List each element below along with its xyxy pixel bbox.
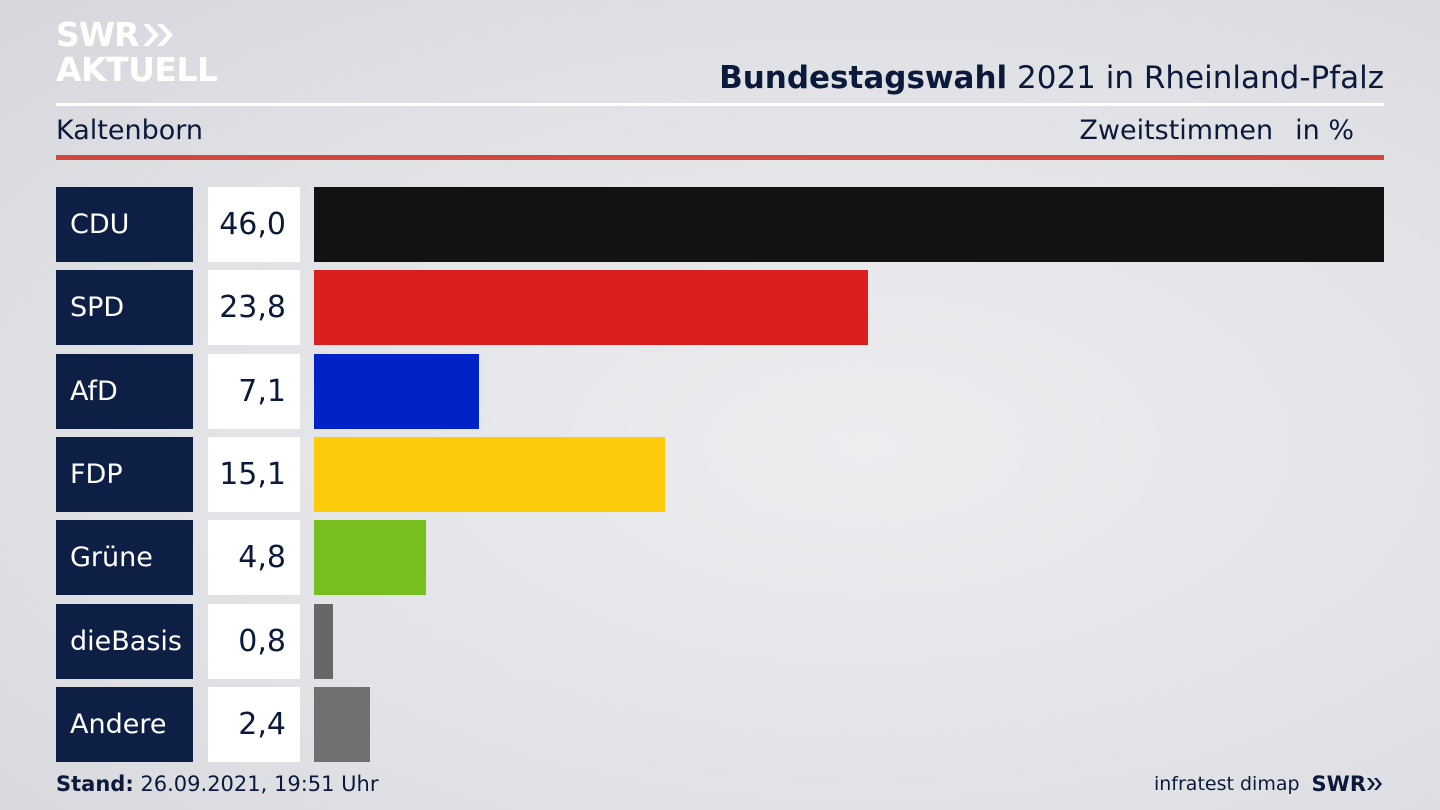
bar-row: SPD 23,8 [56,270,1384,345]
party-label: Grüne [56,520,193,595]
measure-name: Zweitstimmen [1079,115,1274,146]
value-label: 15,1 [208,437,300,512]
value-label: 0,8 [208,604,300,679]
logo-aktuell-text: AKTUELL [56,50,218,89]
source-credit: infratest dimap SWR [1154,772,1384,796]
value-label: 2,4 [208,687,300,762]
bar-row: Grüne 4,8 [56,520,1384,595]
timestamp: Stand: 26.09.2021, 19:51 Uhr [56,772,379,796]
bar-row: CDU 46,0 [56,187,1384,262]
swr-aktuell-logo: SWR AKTUELL [56,18,218,86]
bar-row: FDP 15,1 [56,437,1384,512]
bar [314,187,1384,262]
brand-chevron-icon [1367,778,1382,790]
timestamp-label: Stand: [56,772,134,796]
value-label: 23,8 [208,270,300,345]
party-label: AfD [56,354,193,429]
source-name: infratest dimap [1153,773,1300,795]
bar [314,270,868,345]
chart-title: Bundestagswahl 2021 in Rheinland-Pfalz [719,60,1384,96]
measure-label: Zweitstimmen in % [1079,115,1354,146]
header-divider [56,103,1384,106]
party-label: Andere [56,687,193,762]
bar [314,604,333,679]
logo-swr-text: SWR [56,15,140,54]
value-label: 4,8 [208,520,300,595]
double-chevron-icon [141,22,177,48]
chart-subtitle: Kaltenborn [56,115,203,146]
chart-title-rest: 2021 in Rheinland-Pfalz [1007,60,1384,96]
party-label: FDP [56,437,193,512]
bar-row: Andere 2,4 [56,687,1384,762]
bar [314,437,665,512]
party-label: SPD [56,270,193,345]
swr-brand-text: SWR [1311,772,1366,796]
bar-row: dieBasis 0,8 [56,604,1384,679]
party-label: CDU [56,187,193,262]
value-label: 7,1 [208,354,300,429]
measure-unit: in % [1295,115,1354,146]
timestamp-value: 26.09.2021, 19:51 Uhr [133,772,379,796]
party-label: dieBasis [56,604,193,679]
swr-brand: SWR [1312,772,1384,796]
bar-row: AfD 7,1 [56,354,1384,429]
accent-divider [56,155,1384,160]
bar [314,687,370,762]
chart-title-bold: Bundestagswahl [719,60,1008,96]
bar [314,354,479,429]
bar [314,520,426,595]
value-label: 46,0 [208,187,300,262]
